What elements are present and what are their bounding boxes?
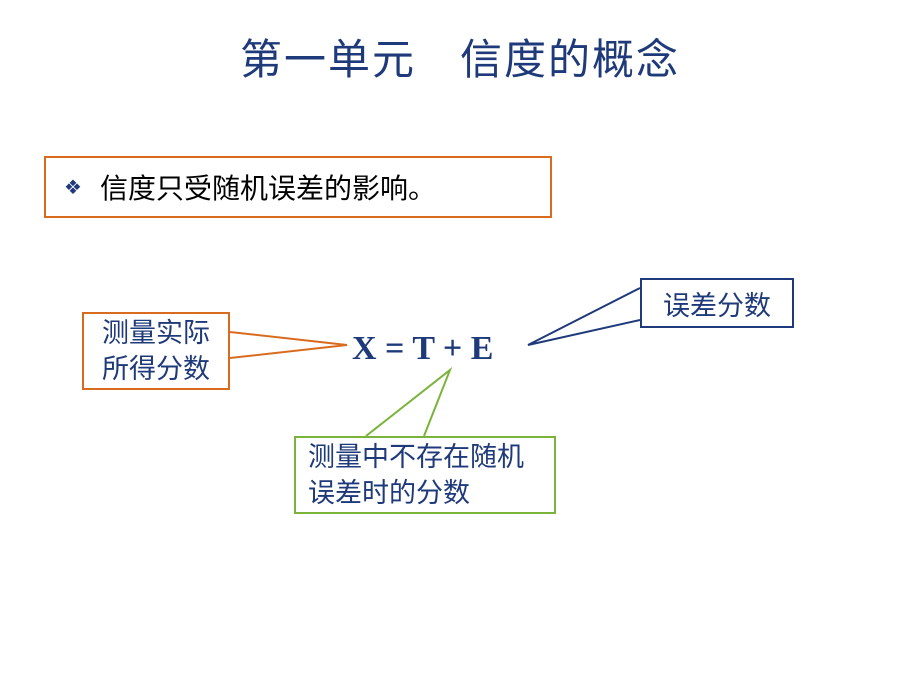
bullet-icon: ❖ [64, 175, 82, 200]
connector-bottom [366, 370, 450, 436]
slide-title: 第一单元 信度的概念 [0, 26, 920, 87]
connector-left [230, 332, 347, 358]
callout-true-score: 测量中不存在随机误差时的分数 [294, 436, 556, 514]
connector-right [528, 288, 640, 345]
equation: X = T + E [352, 330, 493, 368]
statement-text: 信度只受随机误差的影响。 [100, 167, 436, 207]
callout-error-score: 误差分数 [640, 278, 794, 328]
callout-measured-score: 测量实际所得分数 [82, 312, 230, 390]
statement-box: ❖ 信度只受随机误差的影响。 [44, 156, 552, 218]
